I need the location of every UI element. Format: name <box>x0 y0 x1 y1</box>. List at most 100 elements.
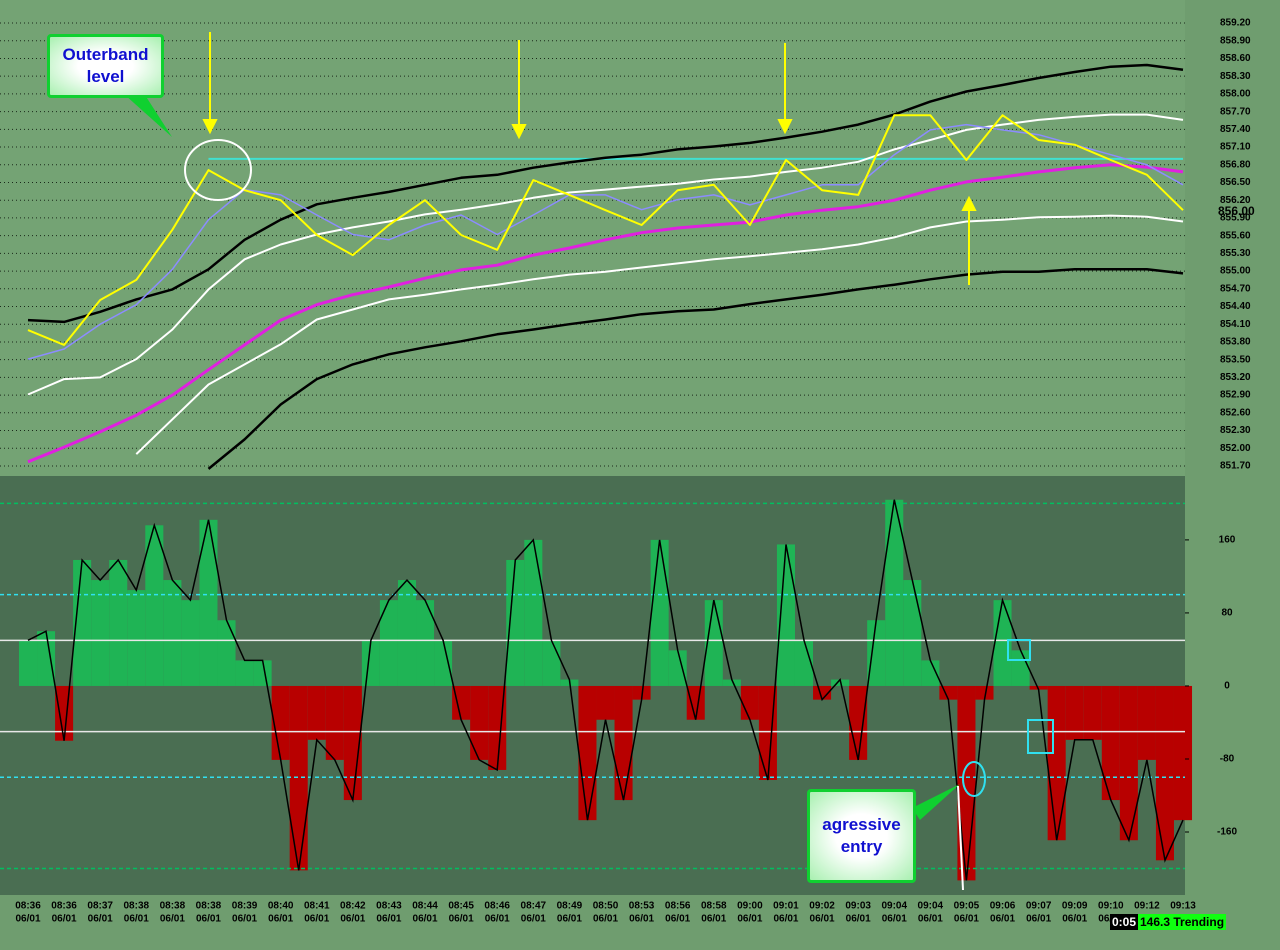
x-tick-label: 09:09 <box>1062 901 1088 912</box>
y-tick-label: 858.90 <box>1220 35 1251 46</box>
oscillator-bar <box>109 559 128 686</box>
oscillator-bar <box>307 685 326 740</box>
y-tick-label: -80 <box>1220 754 1235 765</box>
oscillator-bar <box>794 640 814 686</box>
x-date-label: 06/01 <box>232 914 257 925</box>
x-date-label: 06/01 <box>521 914 546 925</box>
oscillator-bar <box>199 519 218 686</box>
y-tick-label: 856.20 <box>1220 195 1251 206</box>
oscillator-bar <box>776 544 795 686</box>
y-tick-label: 854.70 <box>1220 283 1251 294</box>
oscillator-bar <box>271 685 290 760</box>
x-date-label: 06/01 <box>268 914 293 925</box>
x-date-label: 06/01 <box>990 914 1015 925</box>
y-tick-label: 160 <box>1219 535 1236 546</box>
x-date-label: 06/01 <box>88 914 113 925</box>
oscillator-bar <box>343 685 362 801</box>
x-tick-label: 08:46 <box>484 901 510 912</box>
x-tick-label: 09:06 <box>990 901 1016 912</box>
x-tick-label: 09:05 <box>954 901 980 912</box>
oscillator-bar <box>253 660 272 686</box>
oscillator-bar <box>975 685 994 700</box>
x-tick-label: 09:03 <box>845 901 871 912</box>
x-date-label: 06/01 <box>1026 914 1051 925</box>
oscillator-bar <box>1101 685 1120 801</box>
x-tick-label: 08:43 <box>376 901 402 912</box>
annotation: agressive entry <box>807 789 916 883</box>
oscillator-bar <box>361 640 380 686</box>
oscillator-bar <box>416 600 435 686</box>
oscillator-bar <box>1065 685 1084 740</box>
oscillator-bar <box>758 685 777 780</box>
series-line <box>27 114 1184 346</box>
oscillator-bar <box>632 685 651 700</box>
oscillator-bar <box>1029 685 1048 690</box>
x-tick-label: 09:02 <box>809 901 835 912</box>
oscillator-bar <box>921 660 940 686</box>
oscillator-bar <box>542 640 561 686</box>
x-tick-label: 09:00 <box>737 901 763 912</box>
x-tick-label: 08:56 <box>665 901 691 912</box>
oscillator-bar <box>1047 685 1066 841</box>
x-tick-label: 08:41 <box>304 901 330 912</box>
y-tick-label: 853.20 <box>1220 372 1251 383</box>
x-date-label: 06/01 <box>882 914 907 925</box>
x-date-label: 06/01 <box>15 914 40 925</box>
x-date-label: 06/01 <box>593 914 618 925</box>
y-tick-label: 852.30 <box>1220 425 1251 436</box>
x-tick-label: 08:58 <box>701 901 727 912</box>
y-tick-label: 80 <box>1221 608 1233 619</box>
status-time: 0:05 <box>1110 914 1139 930</box>
y-tick-label: 852.00 <box>1220 443 1251 454</box>
oscillator-bar <box>668 650 687 686</box>
y-tick-label: 856.80 <box>1220 159 1251 170</box>
x-date-label: 06/01 <box>485 914 510 925</box>
oscillator-bar <box>957 685 976 881</box>
oscillator-bar <box>470 685 489 760</box>
x-tick-label: 08:53 <box>629 901 655 912</box>
y-tick-label: 857.10 <box>1220 142 1251 153</box>
series-line <box>27 113 1184 396</box>
x-date-label: 06/01 <box>701 914 726 925</box>
annotation-shapes <box>125 32 1054 891</box>
oscillator-bar <box>524 539 543 686</box>
x-date-label: 06/01 <box>954 914 979 925</box>
x-date-label: 06/01 <box>773 914 798 925</box>
x-tick-label: 08:42 <box>340 901 366 912</box>
y-tick-label: 857.70 <box>1220 106 1251 117</box>
x-date-label: 06/01 <box>918 914 943 925</box>
oscillator-bar <box>740 685 759 720</box>
x-date-label: 06/01 <box>376 914 401 925</box>
x-tick-label: 08:49 <box>557 901 583 912</box>
x-date-label: 06/01 <box>557 914 582 925</box>
oscillator-bar <box>1119 685 1138 841</box>
x-tick-label: 08:45 <box>448 901 474 912</box>
oscillator-bar <box>289 685 308 871</box>
status-state: 146.3 Trending <box>1138 914 1227 930</box>
oscillator-bar <box>452 685 471 720</box>
x-tick-label: 08:37 <box>87 901 113 912</box>
y-tick-label: 858.60 <box>1220 53 1251 64</box>
y-tick-label: 855.30 <box>1220 248 1251 259</box>
oscillator-bar <box>1137 685 1156 760</box>
x-tick-label: 08:44 <box>412 901 438 912</box>
oscillator-bar <box>379 600 398 686</box>
series-line <box>27 123 1184 360</box>
x-tick-label: 09:04 <box>881 901 907 912</box>
last-price-label: 856.00 <box>1218 204 1255 218</box>
x-date-label: 06/01 <box>846 914 871 925</box>
oscillator-bar <box>1155 685 1174 861</box>
oscillator-bar <box>722 679 741 686</box>
x-tick-label: 08:47 <box>521 901 547 912</box>
oscillator-bar <box>614 685 633 801</box>
x-tick-label: 08:36 <box>51 901 77 912</box>
y-tick-label: 853.50 <box>1220 354 1251 365</box>
x-tick-label: 09:13 <box>1170 901 1196 912</box>
oscillator-bar <box>397 580 417 686</box>
x-tick-label: 09:07 <box>1026 901 1052 912</box>
x-tick-label: 08:38 <box>160 901 186 912</box>
oscillator-bar <box>217 620 236 686</box>
oscillator-bar <box>235 660 254 686</box>
